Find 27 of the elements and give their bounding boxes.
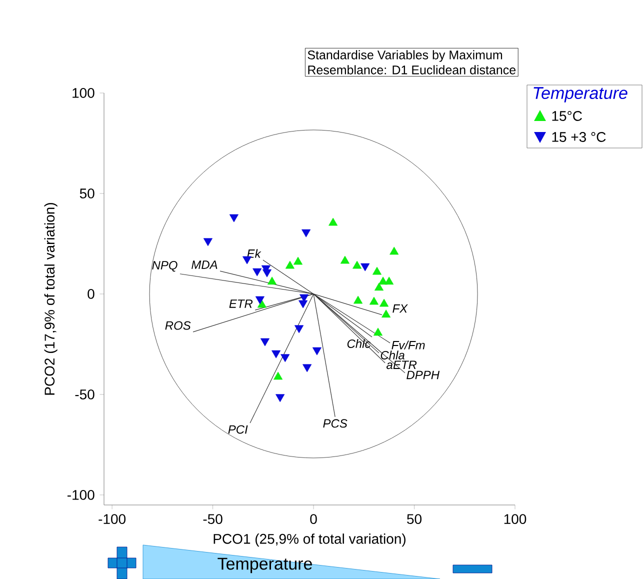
text: Temperature xyxy=(218,558,312,574)
series-label: FX xyxy=(392,304,408,313)
series-label: Fv/Fm xyxy=(392,340,425,350)
x-tick-label: 100 xyxy=(504,514,526,524)
y-tick-label: -50 xyxy=(75,389,94,400)
legend-label: 15 +3 °C xyxy=(552,132,606,142)
y-axis-title: PCO2 (17,9% of total variation) xyxy=(44,203,58,395)
x-tick-label: 50 xyxy=(407,514,422,524)
y-tick-label: 0 xyxy=(88,289,94,299)
text: Standardise Variables by Maximum xyxy=(308,50,502,62)
x-axis-title: PCO1 (25,9% of total variation) xyxy=(214,534,406,547)
series-label: MDA xyxy=(192,260,218,269)
x-tick-label: -100 xyxy=(98,514,126,524)
y-tick-label: 50 xyxy=(80,188,94,198)
legend-title: Temperature xyxy=(534,87,628,102)
series-label: PCS xyxy=(323,419,348,428)
y-tick-label: 100 xyxy=(72,88,94,98)
y-tick-label: -100 xyxy=(67,490,94,500)
series-label: ROS xyxy=(165,321,191,330)
legend-label: 15°C xyxy=(552,111,582,121)
x-tick-label: 0 xyxy=(310,514,317,524)
series-label: PCI xyxy=(228,425,248,434)
series-label: NPQ xyxy=(152,261,178,272)
x-tick-label: -50 xyxy=(203,514,222,524)
text: Resemblance: D1 Euclidean distance xyxy=(308,65,516,74)
series-label: DPPH xyxy=(406,370,440,380)
series-label: ETR xyxy=(229,300,253,308)
